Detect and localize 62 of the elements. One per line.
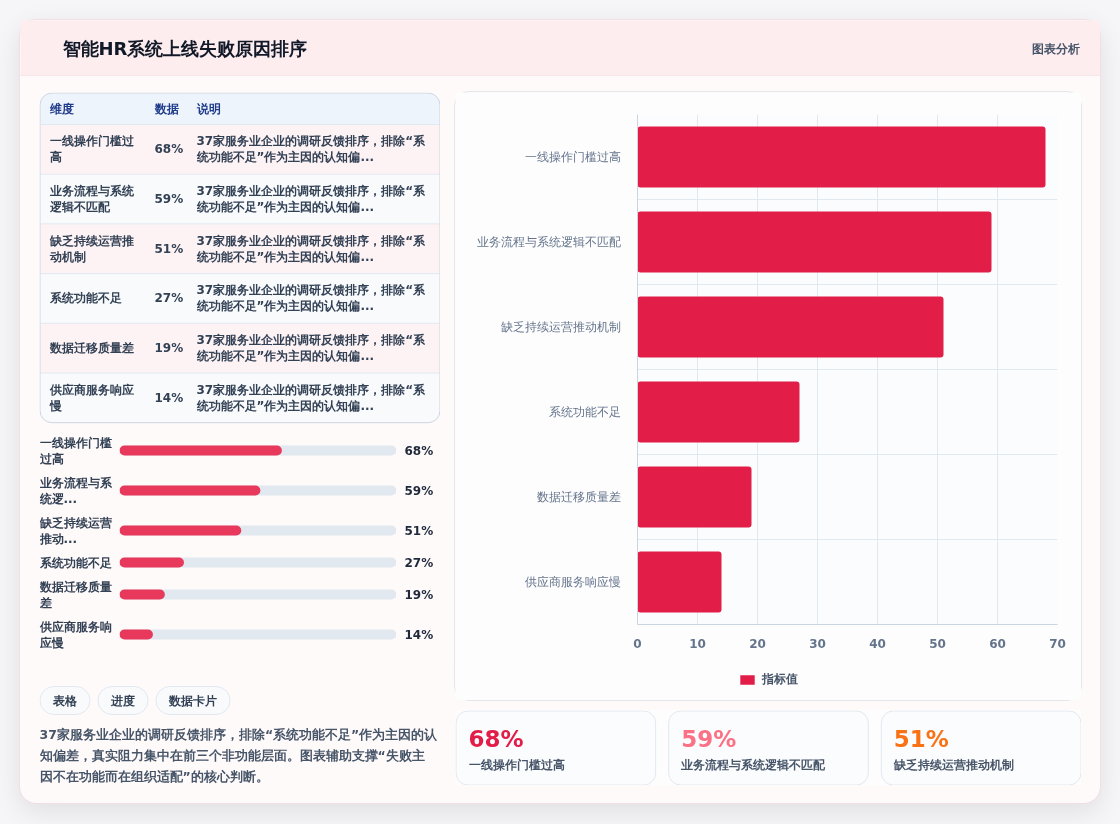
x-tick-label: 20 <box>749 636 766 651</box>
category-label: 业务流程与系统逻辑不匹配 <box>680 757 827 772</box>
text: 图表分析 <box>1031 41 1080 56</box>
y-tick-label: 业务流程与系统逻辑不匹配 <box>476 235 621 249</box>
text: 表格 <box>52 693 78 708</box>
bar <box>637 211 992 273</box>
text: 59% <box>154 192 184 207</box>
x-tick-label: 10 <box>689 636 706 651</box>
category-label: 说明 <box>195 101 221 116</box>
bar <box>637 381 800 443</box>
data-label: 19% <box>404 587 434 602</box>
y-tick-label: 数据迁移质量差 <box>38 579 112 610</box>
text: 37家服务业企业的调研反馈排序，排除“系统功能不足”作为主因的认知偏... <box>196 233 426 264</box>
text: 数据迁移质量差 <box>49 341 134 356</box>
bar <box>637 466 752 528</box>
x-tick-label: 40 <box>869 636 886 651</box>
legend-label: 指标值 <box>762 670 798 688</box>
text: 51% <box>154 241 184 256</box>
text: 14% <box>154 390 184 405</box>
bar <box>637 551 722 613</box>
text: 37家服务业企业的调研反馈排序，排除“系统功能不足”作为主因的认知偏... <box>196 382 426 413</box>
text: 68% <box>468 725 524 752</box>
category-label: 数据 <box>153 101 179 116</box>
text: 系统功能不足 <box>49 291 122 306</box>
data-label: 51% <box>404 523 434 538</box>
text: 68% <box>154 142 184 157</box>
x-tick-label: 60 <box>989 636 1006 651</box>
x-tick-label: 70 <box>1049 636 1066 651</box>
x-tick-label: 0 <box>633 636 642 651</box>
text: 59% <box>681 725 737 752</box>
text: 数据卡片 <box>168 693 217 708</box>
text: 37家服务业企业的调研反馈排序，排除“系统功能不足”作为主因的认知偏... <box>196 283 426 314</box>
y-tick-label: 系统功能不足 <box>548 405 621 419</box>
data-label: 68% <box>404 443 434 458</box>
bar <box>637 296 944 358</box>
text: 37家服务业企业的调研反馈排序，排除“系统功能不足”作为主因的认知偏... <box>196 184 426 215</box>
category-label: 一线操作门槛过高 <box>468 757 565 772</box>
bar <box>637 126 1046 188</box>
y-tick-label: 系统功能不足 <box>38 555 112 570</box>
category-label: 缺乏持续运营推动机制 <box>892 757 1014 772</box>
x-tick-label: 30 <box>809 636 826 651</box>
text: 37家服务业企业的调研反馈排序，排除“系统功能不足”作为主因的认知偏... <box>196 134 426 165</box>
text: 27% <box>154 291 184 306</box>
y-tick-label: 供应商服务响应慢 <box>524 575 621 589</box>
text: 智能HR系统上线失败原因排序 <box>61 38 308 59</box>
x-tick-label: 50 <box>929 636 946 651</box>
text: 37家服务业企业的调研反馈排序，排除“系统功能不足”作为主因的认知偏... <box>196 333 426 364</box>
category-label: 维度 <box>48 101 74 116</box>
y-tick-label: 缺乏持续运营推动... <box>38 515 112 546</box>
text: 51% <box>893 725 949 752</box>
y-tick-label: 数据迁移质量差 <box>536 490 621 504</box>
data-label: 59% <box>404 483 434 498</box>
y-tick-label: 供应商服务响应慢 <box>38 619 112 650</box>
y-tick-label: 一线操作门槛过高 <box>524 150 621 164</box>
y-tick-label: 缺乏持续运营推动机制 <box>500 320 621 334</box>
data-label: 27% <box>404 555 434 570</box>
data-label: 14% <box>404 627 434 642</box>
y-tick-label: 一线操作门槛过高 <box>38 435 112 466</box>
text: 进度 <box>110 693 135 708</box>
text: 19% <box>154 341 184 356</box>
y-tick-label: 业务流程与系统逻... <box>38 475 113 506</box>
text: 37家服务业企业的调研反馈排序，排除“系统功能不足”作为主因的认知偏差，真实阻力集中在前三个非功能层面。图表辅助支撑“失败主因不在功能而在组织适配”的核心判断。 <box>38 727 439 784</box>
